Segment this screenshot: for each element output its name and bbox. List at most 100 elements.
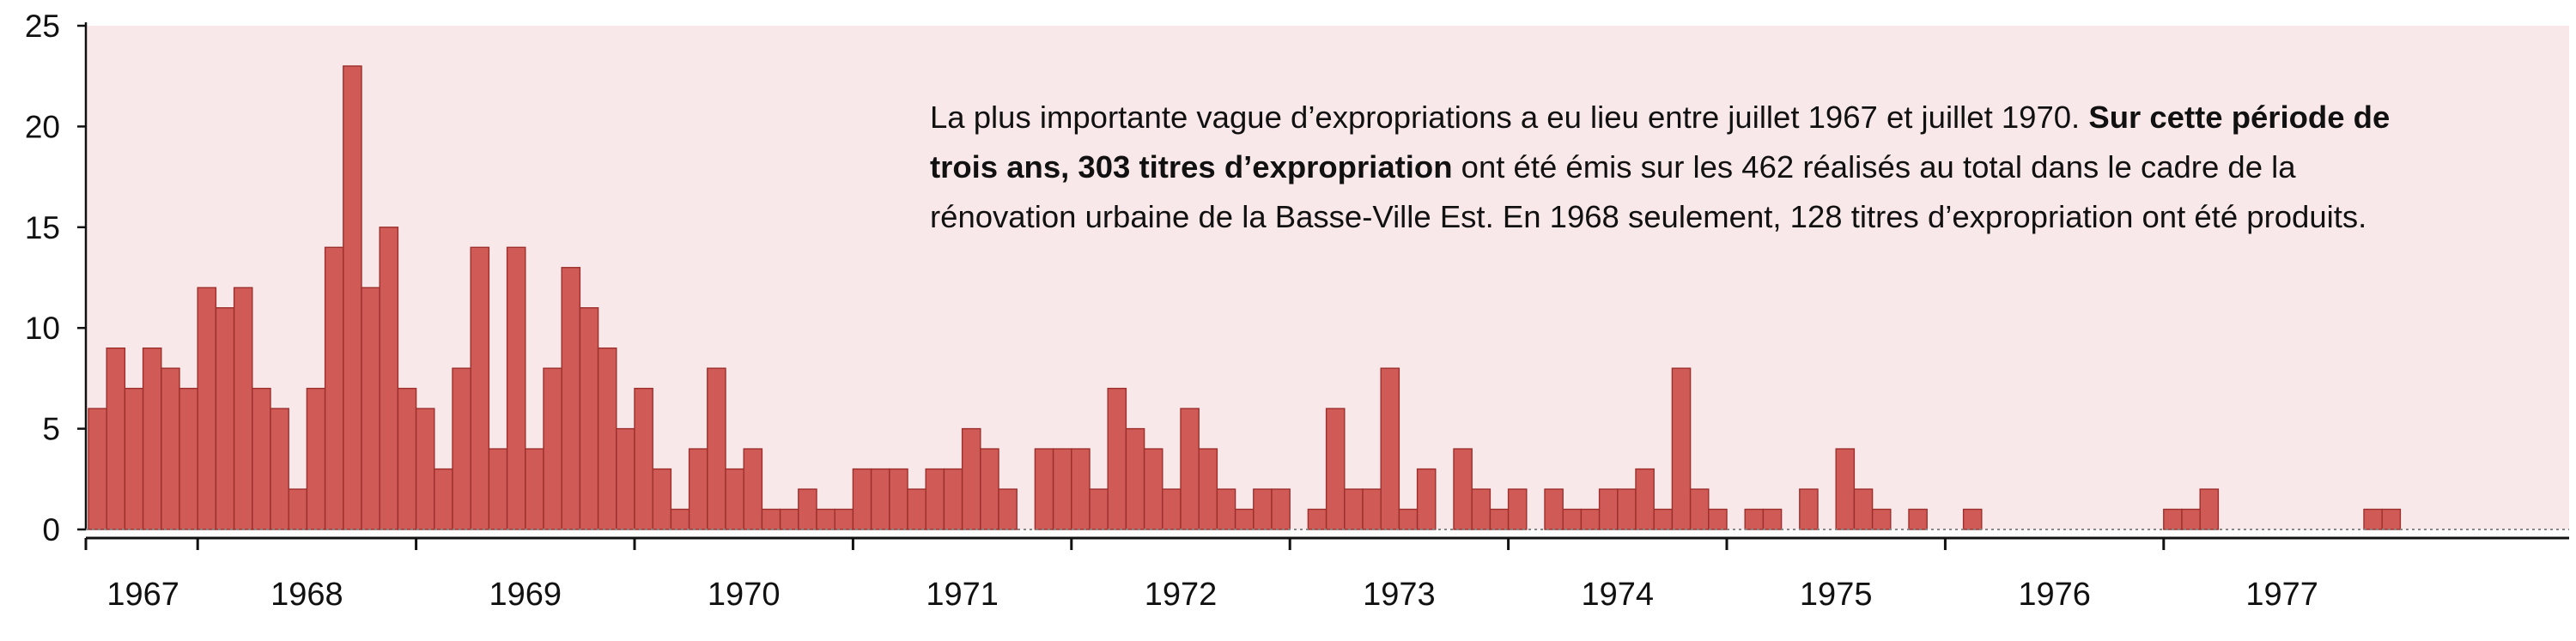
bar <box>1180 408 1200 530</box>
bar <box>798 488 817 530</box>
bar <box>397 387 417 530</box>
bar <box>652 468 672 530</box>
bar <box>1416 468 1437 530</box>
bar <box>488 448 508 530</box>
bar <box>1671 367 1692 530</box>
bar <box>725 468 744 530</box>
bar <box>2199 488 2220 530</box>
x-year-label: 1970 <box>708 577 781 613</box>
bar <box>816 508 835 530</box>
bar <box>215 307 235 530</box>
bar <box>88 408 107 530</box>
x-year-label: 1971 <box>926 577 999 613</box>
bar <box>1871 508 1892 530</box>
bar <box>1853 488 1874 530</box>
bar <box>434 468 453 530</box>
bar <box>634 387 653 530</box>
bar <box>124 387 144 530</box>
bars <box>88 65 2402 530</box>
bar <box>1489 508 1510 530</box>
annotation-tail: ont été émis sur les 462 réalisés au tot… <box>930 149 2367 234</box>
y-tick-label: 20 <box>25 109 60 144</box>
bar <box>1089 488 1109 530</box>
bar <box>779 508 799 530</box>
bar <box>707 367 726 530</box>
bar <box>943 468 963 530</box>
bar <box>1071 448 1091 530</box>
bar <box>343 65 362 530</box>
bar <box>1307 508 1327 530</box>
bar <box>1598 488 1619 530</box>
bar <box>1344 488 1364 530</box>
y-tick-label: 0 <box>42 512 60 547</box>
y-tick-label: 25 <box>25 9 60 44</box>
bar <box>2163 508 2183 530</box>
bar <box>761 508 781 530</box>
x-year-label: 1974 <box>1582 577 1655 613</box>
bar <box>142 347 162 530</box>
x-year-label: 1969 <box>489 577 562 613</box>
bar <box>1362 488 1382 530</box>
bar <box>961 427 981 530</box>
bar <box>980 448 999 530</box>
bar <box>1271 488 1291 530</box>
x-year-label: 1976 <box>2018 577 2091 613</box>
bar <box>1198 448 1218 530</box>
bar <box>1216 488 1236 530</box>
x-year-label: 1972 <box>1145 577 1218 613</box>
bar <box>1107 387 1127 530</box>
annotation-text: La plus importante vague d’expropriation… <box>930 93 2450 242</box>
bar <box>361 287 380 530</box>
bar <box>306 387 326 530</box>
bar <box>452 367 471 530</box>
y-tick-label: 10 <box>25 311 60 346</box>
y-tick-label: 15 <box>25 210 60 245</box>
bar <box>925 468 945 530</box>
bar <box>543 367 562 530</box>
x-year-label: 1977 <box>2245 577 2318 613</box>
bar <box>670 508 690 530</box>
bar <box>161 367 180 530</box>
bar <box>561 267 581 530</box>
bar <box>579 307 599 530</box>
annotation-lead: La plus importante vague d’expropriation… <box>930 100 2081 135</box>
bar <box>1325 408 1346 530</box>
annotation-bold: Sur cette période de trois ans, 303 titr… <box>930 100 2391 184</box>
bar <box>907 488 927 530</box>
y-axis: 0 5 10 15 20 25 <box>25 9 88 547</box>
bar <box>597 347 617 530</box>
bar <box>2363 508 2383 530</box>
bar <box>252 387 271 530</box>
bar <box>1507 488 1528 530</box>
bar <box>1835 448 1856 530</box>
bar <box>2381 508 2402 530</box>
y-tick-label: 5 <box>42 412 60 447</box>
bar <box>1544 488 1564 530</box>
bar <box>506 246 526 530</box>
bar <box>1162 488 1182 530</box>
bar <box>288 488 308 530</box>
x-year-label: 1973 <box>1363 577 1436 613</box>
bar <box>1580 508 1601 530</box>
bar <box>1453 448 1473 530</box>
bar <box>1689 488 1710 530</box>
bar <box>415 408 435 530</box>
bar <box>1635 468 1655 530</box>
bar <box>1034 448 1054 530</box>
bar <box>197 287 217 530</box>
bar <box>1380 367 1400 530</box>
x-year-label: 1968 <box>270 577 343 613</box>
bar <box>106 347 126 530</box>
bar <box>1234 508 1255 530</box>
bar <box>998 488 1018 530</box>
bar <box>270 408 289 530</box>
bar <box>525 448 544 530</box>
bar <box>616 427 635 530</box>
bar <box>743 448 763 530</box>
bar <box>379 227 399 530</box>
bar <box>1653 508 1674 530</box>
bar <box>324 246 344 530</box>
bar <box>889 468 908 530</box>
bar <box>1562 508 1583 530</box>
